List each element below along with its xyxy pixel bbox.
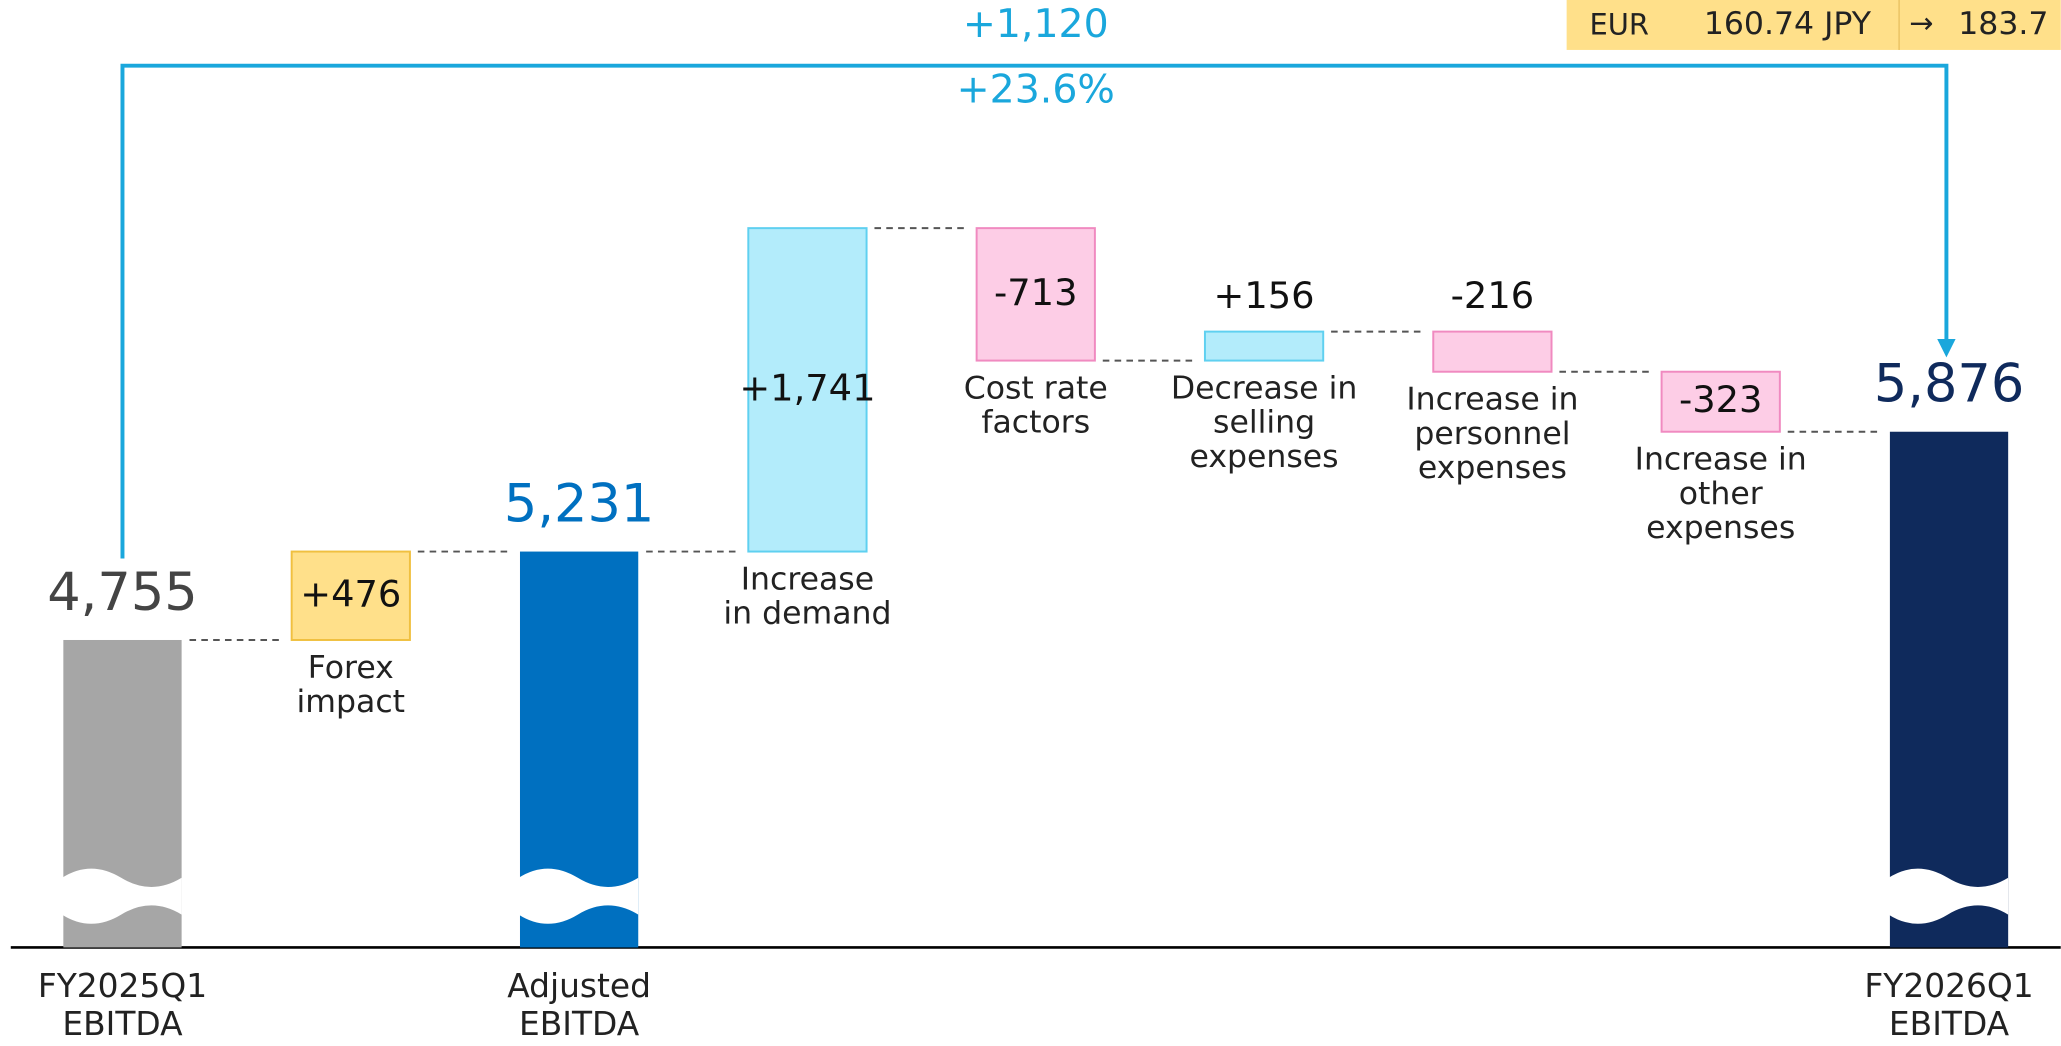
category-label: Increase in personnel expenses: [1406, 382, 1578, 486]
delta-bar: [1432, 330, 1553, 373]
delta-bar: [1660, 370, 1781, 433]
category-label: Increase in demand: [723, 561, 891, 631]
bracket-arrowhead: [1937, 339, 1956, 358]
category-label: FY2026Q1 EBITDA: [1864, 966, 2033, 1042]
delta-label: -713: [994, 271, 1077, 314]
delta-bar: [975, 227, 1096, 362]
total-label: 5,876: [1874, 354, 2024, 415]
delta-label: +1,741: [739, 366, 875, 409]
category-label: Adjusted EBITDA: [507, 966, 651, 1042]
total-bar: [1889, 431, 2009, 948]
change-amount: +1,120: [963, 1, 1109, 47]
category-label: FY2025Q1 EBITDA: [38, 966, 207, 1042]
category-label: Forex impact: [297, 650, 405, 720]
delta-bar: [747, 227, 868, 553]
change-bracket: [120, 63, 1949, 559]
axis-break: [1888, 868, 2009, 924]
category-label: Decrease in selling expenses: [1171, 370, 1358, 474]
delta-label: -216: [1451, 274, 1534, 317]
category-label: Increase in other expenses: [1635, 442, 1807, 546]
exchange-box: [1566, 0, 2061, 50]
change-percent: +23.6%: [957, 66, 1115, 112]
exchange-currency: EUR: [1589, 7, 1648, 41]
delta-bar: [1203, 330, 1325, 362]
delta-bar: [290, 550, 411, 641]
total-label: 4,755: [47, 562, 197, 623]
delta-label: -323: [1679, 378, 1762, 421]
exchange-from: 160.74 JPY: [1704, 6, 1872, 42]
axis-break: [62, 868, 182, 924]
exchange-to: 183.7: [1958, 6, 2048, 42]
delta-label: +476: [300, 572, 401, 615]
exchange-arrow: →: [1909, 6, 1933, 40]
axis-break: [518, 868, 639, 924]
total-label: 5,231: [504, 474, 654, 535]
delta-label: +156: [1214, 274, 1315, 317]
category-label: Cost rate factors: [964, 370, 1108, 440]
